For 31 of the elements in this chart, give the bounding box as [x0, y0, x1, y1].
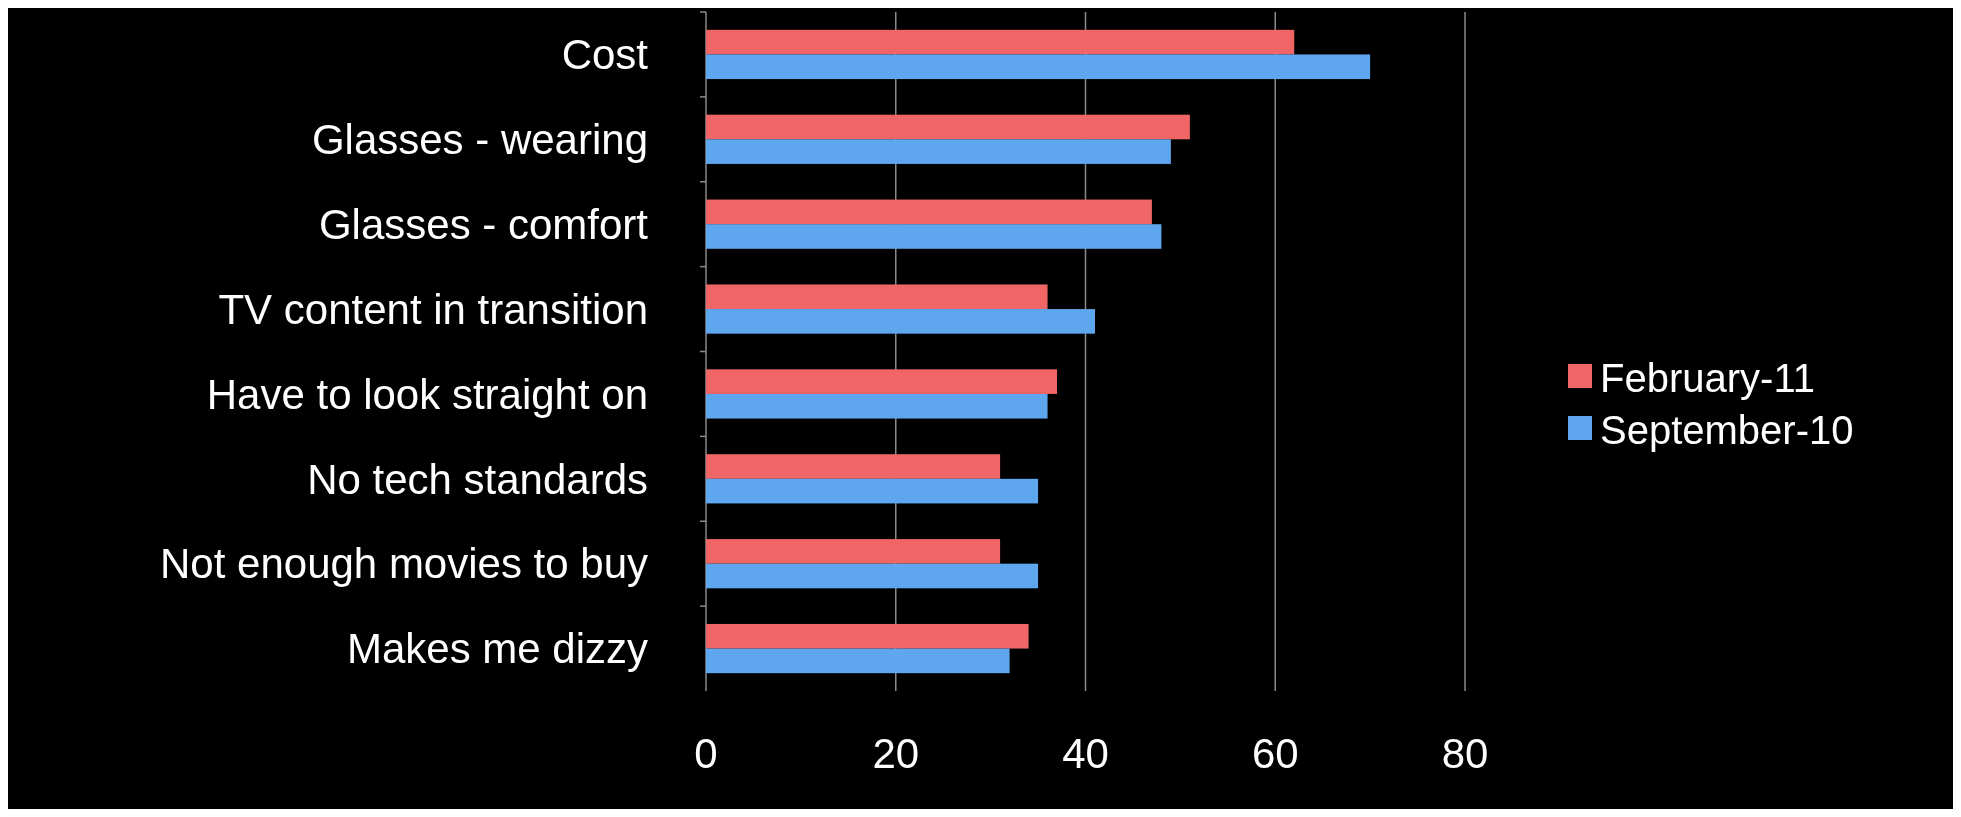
x-tick-label: 40: [1062, 730, 1109, 777]
bar: [706, 224, 1162, 249]
bar: [706, 199, 1152, 225]
bar: [706, 539, 1001, 564]
bar: [706, 454, 1001, 479]
bar: [706, 393, 1048, 419]
bar: [706, 478, 1039, 504]
y-tick-label: Glasses - comfort: [318, 200, 649, 248]
legend-label: September-10: [1600, 408, 1854, 452]
bar: [706, 309, 1095, 334]
x-tick-label: 0: [694, 730, 718, 777]
bar: [706, 284, 1048, 310]
y-tick-label: Have to look straight on: [206, 370, 648, 418]
x-tick-label: 20: [872, 730, 920, 777]
bar: [706, 369, 1058, 394]
bar: [706, 623, 1029, 649]
x-tick-label: 80: [1441, 730, 1489, 777]
bar: [706, 29, 1295, 55]
y-tick-label: TV content in transition: [218, 285, 648, 333]
y-tick-label: Not enough movies to buy: [160, 540, 648, 588]
bar: [706, 563, 1039, 589]
bar: [706, 114, 1190, 140]
bar: [706, 648, 1010, 674]
legend-label: February-11: [1600, 356, 1815, 400]
bar: [706, 54, 1371, 80]
y-tick-label: Makes me dizzy: [346, 625, 648, 673]
x-tick-label: 60: [1251, 730, 1299, 777]
y-tick-label: Cost: [561, 31, 649, 79]
y-tick-label: No tech standards: [307, 455, 648, 503]
y-tick-label: Glasses - wearing: [311, 116, 648, 164]
bar: [706, 139, 1171, 164]
